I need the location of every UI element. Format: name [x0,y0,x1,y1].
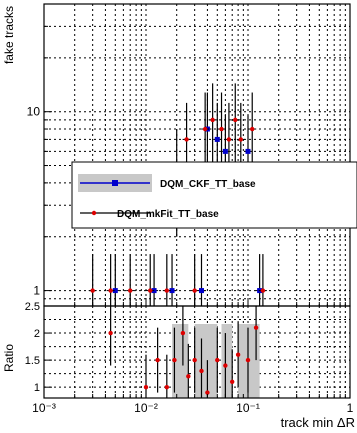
ratio-point [180,330,186,336]
y-axis-label-top: fake tracks [2,6,16,64]
y-tick-label: 2 [34,328,40,340]
data-point-square [198,288,204,294]
y-tick-label: 10 [27,105,41,119]
data-point-circle [128,288,133,293]
ratio-point [205,390,210,395]
ratio-point [199,368,204,374]
data-point-circle [260,288,266,293]
legend-marker-circle [91,210,97,216]
legend: DQM_CKF_TT_base DQM_mkFit_TT_base [71,161,357,229]
x-tick-label: 10⁻² [134,401,158,415]
data-point-circle [148,288,153,293]
data-point-circle [202,126,208,132]
ratio-point [155,357,160,363]
legend-label-2: DQM_mkFit_TT_base [117,209,219,220]
ratio-point [108,330,113,336]
uncertainty-band [172,324,189,398]
top-panel-grid [43,3,350,306]
ratio-point [253,325,259,330]
ratio-point [164,384,170,390]
data-point-square [169,288,175,294]
data-point-square [112,288,118,294]
y-tick-label: 2.5 [25,301,40,313]
ratio-point [230,379,235,384]
uncertainty-band [194,324,218,398]
data-point-circle [184,137,189,142]
data-point-square [245,148,251,154]
x-tick-label: 10⁻¹ [236,401,260,415]
ratio-uncertainty-bands [172,324,260,398]
data-point-circle [233,117,238,123]
y-tick-label: 1 [34,382,40,394]
top-panel-frame [43,3,351,307]
data-point-circle [108,288,113,293]
ratio-point [235,352,241,357]
x-tick-label: 1 [347,401,354,415]
y-axis-label-ratio: Ratio [2,344,16,372]
data-point-circle [238,137,244,142]
ratio-point [143,384,149,390]
data-point-square [222,148,228,154]
data-point-circle [250,126,255,132]
ratio-point [172,357,177,363]
ratio-point [186,374,191,379]
data-point-circle [226,137,232,142]
x-axis-label: track min ΔR [281,415,355,430]
ratio-point [215,357,220,363]
y-tick-label: 1 [33,284,40,298]
ratio-point [192,357,197,363]
uncertainty-band [221,324,233,398]
data-point-circle [192,288,197,293]
data-point-circle [210,117,215,123]
ratio-point [245,357,251,363]
axes-ticks: 10⁻³ 10⁻² 10⁻¹ 1 1 10 1 1.5 2 2.5 [25,25,354,415]
data-point-circle [219,126,224,132]
data-point-circle [90,288,95,293]
y-tick-label: 1.5 [25,355,40,367]
x-tick-label: 10⁻³ [32,401,56,415]
legend-marker-square [112,180,118,186]
ratio-panel-frame [43,305,351,399]
data-point-circle [164,288,170,293]
legend-box [71,161,357,229]
data-point-square [214,136,220,142]
legend-label-1: DQM_CKF_TT_base [160,179,256,190]
ratio-point [223,363,228,368]
